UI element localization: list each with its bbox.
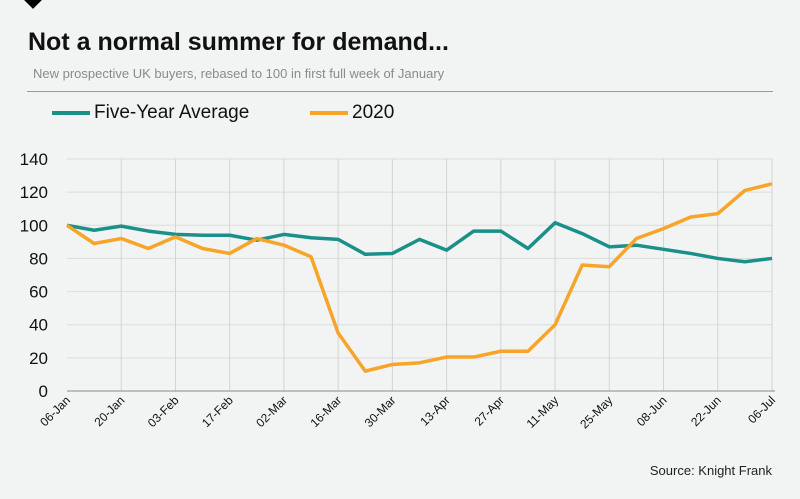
x-tick-label: 02-Mar <box>253 393 290 430</box>
x-tick-label: 17-Feb <box>199 393 236 430</box>
y-tick-label: 140 <box>20 150 48 169</box>
series-line-2020 <box>66 182 773 373</box>
y-tick-label: 0 <box>39 382 48 401</box>
legend-label: Five-Year Average <box>94 102 250 123</box>
x-tick-label: 20-Jan <box>91 393 127 429</box>
legend-item-2020: 2020 <box>310 102 394 124</box>
x-tick-label: 08-Jun <box>634 393 670 429</box>
x-tick-label: 30-Mar <box>362 393 399 430</box>
divider <box>27 91 773 92</box>
y-tick-label: 80 <box>29 249 48 268</box>
y-tick-label: 60 <box>29 283 48 302</box>
y-tick-label: 120 <box>20 183 48 202</box>
source-note: Source: Knight Frank <box>649 463 772 478</box>
y-tick-label: 20 <box>29 349 48 368</box>
chart-title: Not a normal summer for demand... <box>28 28 449 56</box>
x-tick-label: 06-Jul <box>745 393 778 426</box>
x-tick-label: 03-Feb <box>145 393 182 430</box>
legend-swatch <box>310 111 348 115</box>
y-tick-label: 100 <box>20 216 48 235</box>
legend-item-five-year-average: Five-Year Average <box>52 102 249 124</box>
x-tick-label: 13-Apr <box>417 393 452 428</box>
legend-swatch <box>52 111 90 115</box>
y-tick-label: 40 <box>29 316 48 335</box>
x-tick-label: 27-Apr <box>472 393 507 428</box>
legend-label: 2020 <box>352 102 395 123</box>
chart-subtitle: New prospective UK buyers, rebased to 10… <box>33 66 445 81</box>
x-tick-label: 11-May <box>524 393 562 431</box>
x-tick-label: 25-May <box>577 393 615 431</box>
x-tick-label: 16-Mar <box>307 393 344 430</box>
x-tick-label: 22-Jun <box>688 393 724 429</box>
